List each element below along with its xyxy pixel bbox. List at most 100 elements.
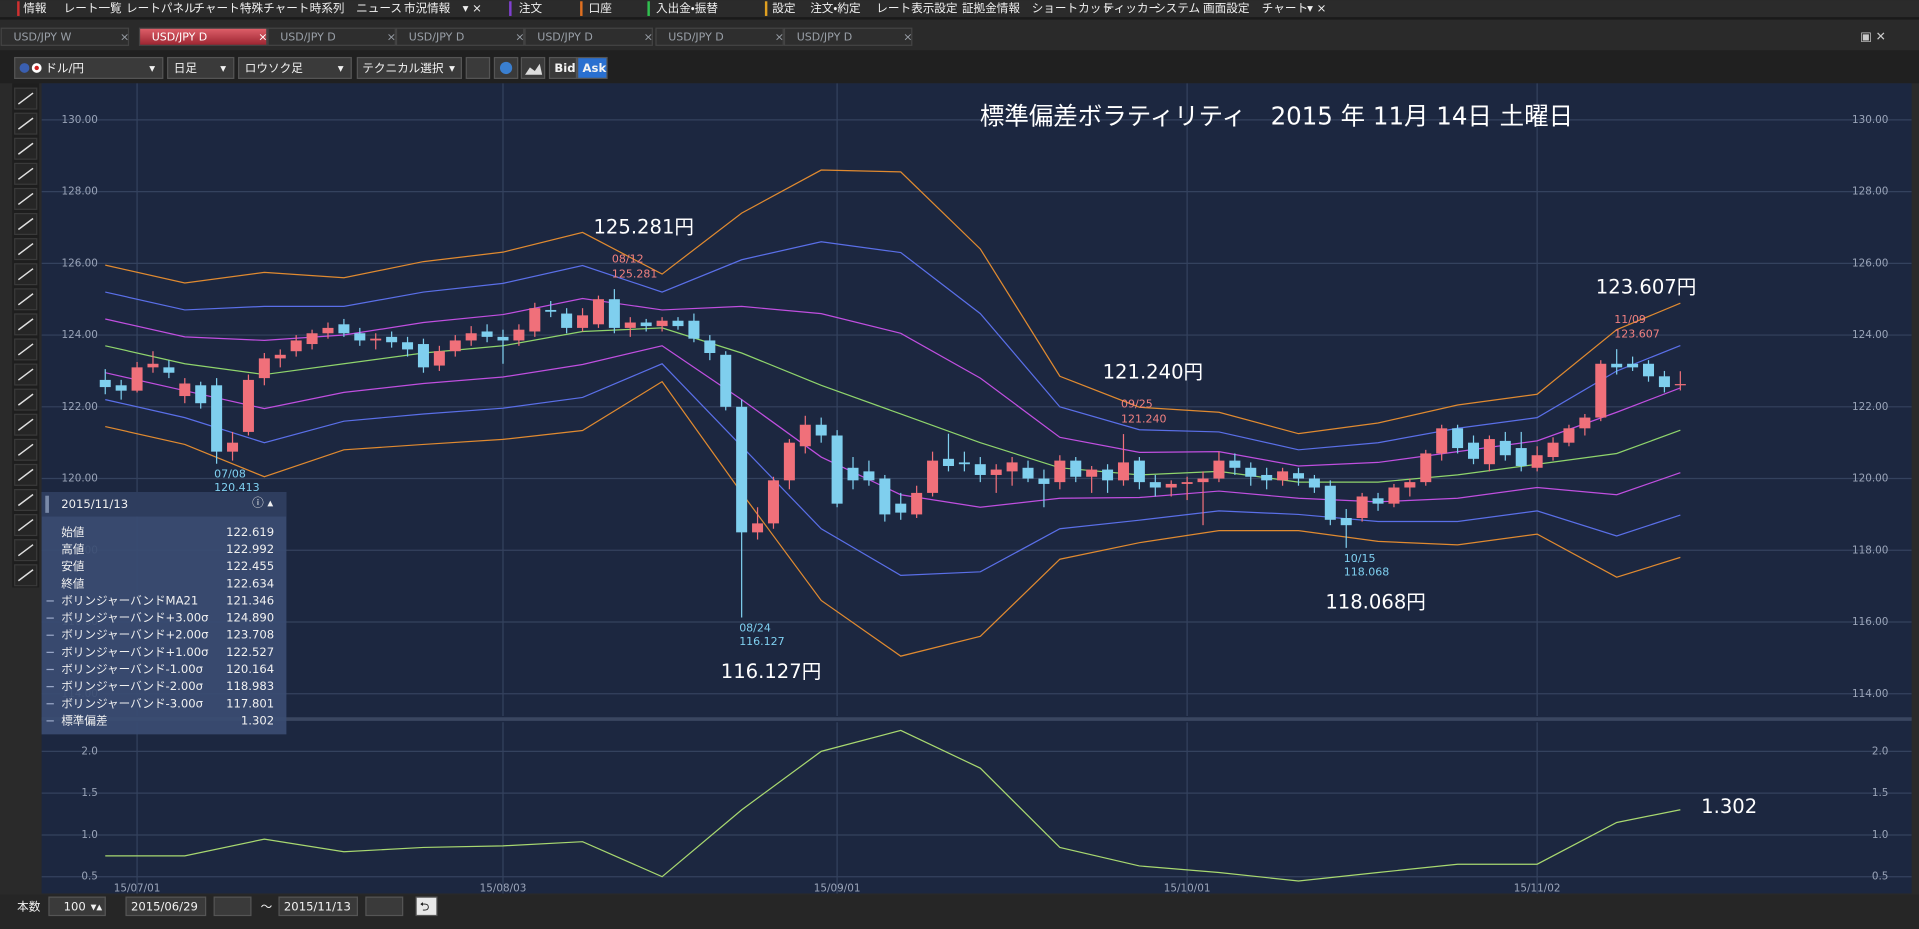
menu-item[interactable]: 設定 xyxy=(772,1,796,15)
candle-body xyxy=(1102,469,1114,481)
count-select[interactable] xyxy=(48,896,106,917)
candle-body xyxy=(1213,460,1225,479)
menu-item[interactable]: 画面設定 xyxy=(1203,1,1250,15)
y-tick-label: 130.00 xyxy=(62,114,98,126)
y-tick-label: 126.00 xyxy=(62,257,98,269)
tab-close[interactable]: × xyxy=(775,30,784,43)
ask-button[interactable] xyxy=(577,56,608,79)
candle-body xyxy=(958,462,970,465)
menu-bar xyxy=(0,0,1919,18)
plot: 130.00 130.00 128.00 128.00 126.00 126.00 124.… xyxy=(41,83,1912,895)
tab-close[interactable]: × xyxy=(644,30,653,43)
tab-close[interactable]: × xyxy=(387,30,396,43)
data-window-date: 2015/11/13 xyxy=(61,497,128,511)
tab[interactable] xyxy=(395,27,525,46)
candle-body xyxy=(672,320,684,327)
indicator-line xyxy=(105,729,1681,882)
tab-close[interactable]: × xyxy=(120,30,129,43)
data-window-buttons[interactable]: ⓘ ▴ xyxy=(252,496,273,510)
technical-select[interactable] xyxy=(356,56,463,79)
data-window: 2015/11/13 ⓘ ▴ 始値 122.619 高値 122.992 安値 122.4… xyxy=(41,492,287,735)
menu-dropdown[interactable]: ▾ × xyxy=(1307,1,1326,15)
flag-jp-dot xyxy=(34,65,39,71)
tab-label: USD/JPY D xyxy=(280,30,336,43)
volume-button[interactable] xyxy=(520,56,546,79)
annotation-date: 08/24 xyxy=(739,621,771,634)
draw-button[interactable] xyxy=(465,56,491,79)
y-tick-label: 2.0 xyxy=(1872,745,1889,757)
tool-icon xyxy=(17,544,34,557)
period-select[interactable] xyxy=(167,56,235,79)
candle-body xyxy=(1245,467,1257,477)
menu-item[interactable]: 時系列 xyxy=(310,1,345,15)
candle-body xyxy=(1658,376,1670,388)
tab-close[interactable]: × xyxy=(258,30,267,43)
annotation-label: 118.068円 xyxy=(1325,590,1426,613)
menu-item[interactable]: 証拠金情報 xyxy=(962,1,1020,15)
candle-body xyxy=(481,331,493,337)
bid-button[interactable] xyxy=(548,56,578,79)
annotation-date: 11/09 xyxy=(1614,313,1646,326)
tab[interactable] xyxy=(524,27,653,46)
window-controls[interactable]: ▣ ✕ xyxy=(1860,29,1886,43)
candle-body xyxy=(704,340,716,354)
to-time-box[interactable] xyxy=(365,896,404,917)
grip xyxy=(45,495,49,513)
candle-body xyxy=(1595,363,1607,418)
tab-close[interactable]: × xyxy=(903,30,912,43)
menu-item[interactable]: 市況情報 xyxy=(404,1,451,15)
candle-body xyxy=(1483,439,1495,465)
data-window-value: 122.619 xyxy=(226,525,274,539)
candle-body xyxy=(131,367,143,391)
menu-item[interactable]: 入出金・振替 xyxy=(656,1,718,15)
style-select[interactable] xyxy=(238,56,352,79)
menu-item[interactable]: ショートカット xyxy=(1032,1,1113,15)
tab[interactable] xyxy=(138,27,268,46)
reload-button[interactable] xyxy=(415,896,438,917)
candle-body xyxy=(1054,460,1066,483)
candle-body xyxy=(1436,428,1448,454)
y-tick-label: 1.5 xyxy=(1872,787,1889,799)
menu-item[interactable]: ニュース xyxy=(356,1,402,15)
tab[interactable] xyxy=(0,27,130,46)
annotation-value: 116.127 xyxy=(739,635,784,648)
annotation-label: 125.281円 xyxy=(593,215,694,238)
menu-item[interactable]: チャート xyxy=(193,1,239,15)
menu-item[interactable]: ティッカー xyxy=(1103,1,1160,15)
candle-body xyxy=(624,322,636,328)
tab[interactable] xyxy=(267,27,396,46)
menu-item[interactable]: 注文 xyxy=(519,1,543,15)
menu-item[interactable]: チャート xyxy=(1262,1,1308,15)
candle-body xyxy=(1086,469,1098,477)
y-tick-label: 1.0 xyxy=(81,829,98,841)
candle-body xyxy=(1022,467,1034,479)
menu-item[interactable]: 注文・約定 xyxy=(810,1,861,15)
from-time-box[interactable] xyxy=(213,896,252,917)
candle-body xyxy=(831,435,843,504)
y-tick-label: 120.00 xyxy=(1852,473,1888,485)
from-date-box[interactable] xyxy=(125,896,207,917)
menu-item[interactable]: 特殊チャート xyxy=(240,1,310,15)
menu-item[interactable]: 情報 xyxy=(23,1,47,15)
count-arrows[interactable]: ▾▴ xyxy=(91,899,103,913)
candle-body xyxy=(1452,428,1464,449)
menu-item[interactable]: システム xyxy=(1154,1,1200,15)
to-date-box[interactable] xyxy=(278,896,358,917)
candle-body xyxy=(1292,473,1304,479)
menu-item[interactable]: レート表示設定 xyxy=(876,1,958,15)
annotation-date: 07/08 xyxy=(214,468,246,481)
tab[interactable] xyxy=(655,27,784,46)
dropdown-arrow: ▾ xyxy=(149,61,155,75)
candle-body xyxy=(1308,478,1320,488)
menu-marker xyxy=(647,1,650,16)
menu-dropdown[interactable]: ▾ × xyxy=(463,1,482,15)
menu-item[interactable]: レートパネル xyxy=(126,1,196,15)
pair-select[interactable] xyxy=(14,56,164,79)
indicator-line xyxy=(105,241,1681,451)
menu-item[interactable]: 口座 xyxy=(589,1,613,15)
tool-icon xyxy=(17,293,34,306)
tab-close[interactable]: × xyxy=(515,30,524,43)
tab[interactable] xyxy=(783,27,913,46)
menu-item[interactable]: レート一覧 xyxy=(64,1,122,15)
candle-body xyxy=(497,336,509,341)
